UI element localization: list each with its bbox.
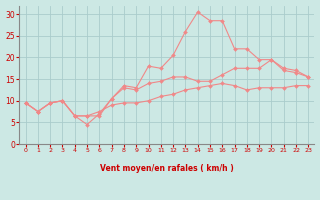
X-axis label: Vent moyen/en rafales ( km/h ): Vent moyen/en rafales ( km/h ) [100, 164, 234, 173]
